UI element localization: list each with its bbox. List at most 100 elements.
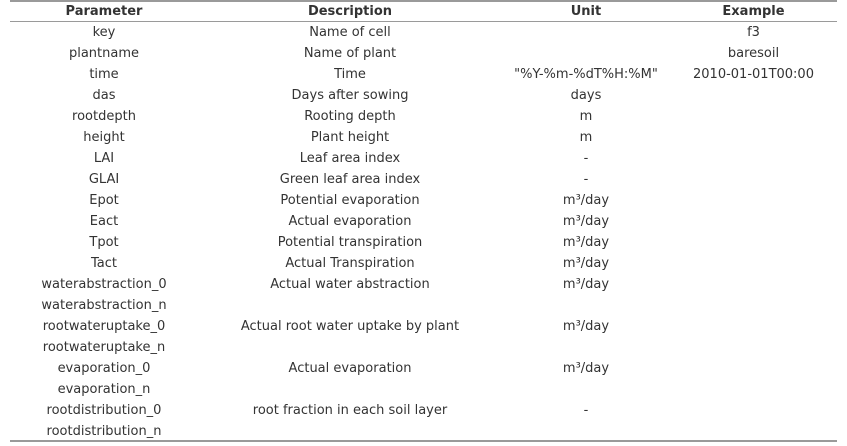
cell-unit	[502, 337, 670, 358]
cell-unit	[502, 379, 670, 400]
cell-parameter: das	[92, 88, 116, 103]
cell-description	[198, 337, 502, 358]
cell-parameter: waterabstraction_0	[41, 277, 167, 292]
table-row: Epot Potential evaporation m³/day	[0, 190, 847, 211]
cell-unit: -	[583, 151, 589, 166]
cell-unit	[502, 22, 670, 43]
cell-description: root fraction in each soil layer	[252, 403, 448, 418]
cell-parameter: time	[89, 67, 119, 82]
cell-example	[670, 232, 837, 253]
cell-parameter: Tact	[91, 256, 117, 271]
cell-example	[670, 169, 837, 190]
table-top-rule	[10, 0, 837, 2]
table-row: plantname Name of plant baresoil	[0, 43, 847, 64]
table-row: Tpot Potential transpiration m³/day	[0, 232, 847, 253]
table-row: time Time "%Y-%m-%dT%H:%M" 2010-01-01T00:00	[0, 64, 847, 85]
cell-unit: m³/day	[562, 319, 610, 334]
table-row: height Plant height m	[0, 127, 847, 148]
cell-description: Potential evaporation	[280, 193, 420, 208]
cell-example: f3	[747, 25, 760, 40]
cell-parameter: key	[92, 25, 116, 40]
table-header-rule	[10, 21, 837, 22]
cell-unit: -	[583, 172, 589, 187]
cell-example	[670, 253, 837, 274]
cell-description: Rooting depth	[304, 109, 396, 124]
table-row: rootdistribution_n	[0, 421, 847, 442]
cell-unit: m	[579, 109, 593, 124]
cell-example	[670, 358, 837, 379]
cell-parameter: waterabstraction_n	[41, 298, 167, 313]
cell-description: Days after sowing	[291, 88, 409, 103]
cell-parameter: rootdistribution_n	[46, 424, 162, 439]
cell-parameter: height	[83, 130, 125, 145]
cell-description: Time	[334, 67, 366, 82]
cell-parameter: Eact	[89, 214, 119, 229]
cell-parameter: rootdistribution_0	[46, 403, 162, 418]
cell-parameter: Epot	[89, 193, 119, 208]
table-row: GLAI Green leaf area index -	[0, 169, 847, 190]
cell-unit: m³/day	[562, 235, 610, 250]
cell-example	[670, 211, 837, 232]
cell-parameter: rootdepth	[72, 109, 136, 124]
cell-unit: m³/day	[562, 256, 610, 271]
cell-description	[198, 379, 502, 400]
header-example: Example	[722, 4, 785, 19]
cell-description	[198, 421, 502, 442]
cell-example	[670, 106, 837, 127]
cell-example	[670, 400, 837, 421]
cell-parameter: plantname	[68, 46, 140, 61]
cell-example	[670, 85, 837, 106]
cell-parameter: LAI	[93, 151, 115, 166]
cell-unit: m	[579, 130, 593, 145]
cell-unit: m³/day	[562, 361, 610, 376]
cell-description: Plant height	[310, 130, 390, 145]
cell-description: Actual Transpiration	[285, 256, 415, 271]
cell-unit	[502, 295, 670, 316]
cell-unit: m³/day	[562, 214, 610, 229]
cell-example	[670, 148, 837, 169]
table-row: rootwateruptake_n	[0, 337, 847, 358]
cell-unit: m³/day	[562, 277, 610, 292]
table-row: key Name of cell f3	[0, 22, 847, 43]
cell-unit: -	[583, 403, 589, 418]
cell-unit: "%Y-%m-%dT%H:%M"	[514, 67, 658, 82]
table-row: waterabstraction_0 Actual water abstracti…	[0, 274, 847, 295]
cell-unit: m³/day	[562, 193, 610, 208]
table-bottom-rule	[10, 440, 837, 442]
cell-unit: days	[570, 88, 602, 103]
cell-description: Potential transpiration	[277, 235, 423, 250]
table-header-row: Parameter Description Unit Example	[0, 0, 847, 21]
cell-description: Actual root water uptake by plant	[240, 319, 460, 334]
cell-description	[198, 295, 502, 316]
cell-description: Leaf area index	[299, 151, 401, 166]
cell-parameter: rootwateruptake_0	[42, 319, 166, 334]
cell-parameter: evaporation_0	[57, 361, 151, 376]
cell-example	[670, 190, 837, 211]
table-row: waterabstraction_n	[0, 295, 847, 316]
cell-description: Actual water abstraction	[270, 277, 430, 292]
cell-example	[670, 379, 837, 400]
table-row: rootwateruptake_0 Actual root water uptak…	[0, 316, 847, 337]
cell-example	[670, 337, 837, 358]
cell-description: Actual evaporation	[288, 214, 412, 229]
cell-parameter: Tpot	[89, 235, 119, 250]
header-parameter: Parameter	[65, 4, 143, 19]
header-description: Description	[307, 4, 393, 19]
cell-unit	[502, 421, 670, 442]
table-row: das Days after sowing days	[0, 85, 847, 106]
table-row: LAI Leaf area index -	[0, 148, 847, 169]
table-row: evaporation_n	[0, 379, 847, 400]
cell-parameter: rootwateruptake_n	[42, 340, 166, 355]
cell-example: 2010-01-01T00:00	[693, 67, 814, 82]
table-row: rootdistribution_0 root fraction in each …	[0, 400, 847, 421]
cell-example	[670, 316, 837, 337]
table-body: key Name of cell f3 plantname Name of plant b…	[0, 22, 847, 442]
table-row: rootdepth Rooting depth m	[0, 106, 847, 127]
cell-description: Green leaf area index	[279, 172, 421, 187]
cell-example	[670, 421, 837, 442]
cell-example	[670, 274, 837, 295]
cell-example	[670, 127, 837, 148]
cell-parameter: GLAI	[88, 172, 120, 187]
cell-description: Actual evaporation	[288, 361, 412, 376]
